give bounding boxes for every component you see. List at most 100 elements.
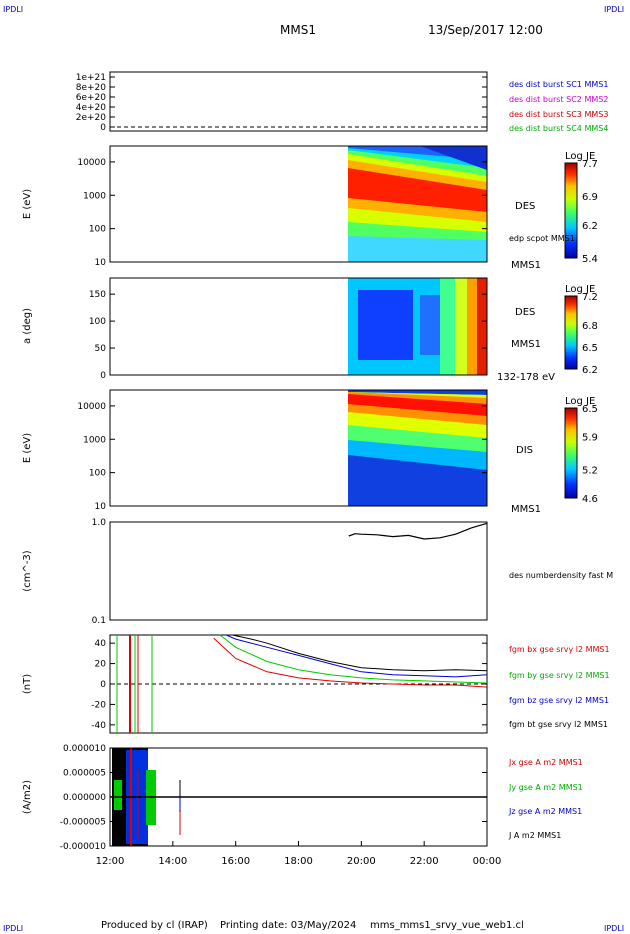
band-red bbox=[348, 394, 487, 416]
panel-current-density: 0.000010 0.000005 0.000000 -0.000005 -0.0000… bbox=[22, 744, 583, 867]
colorbar-tick-label: 5.9 bbox=[582, 432, 598, 443]
colorbar-tick-label: 6.2 bbox=[582, 221, 598, 232]
y-tick-label: 50 bbox=[95, 344, 107, 354]
y-tick-label: -40 bbox=[91, 721, 106, 731]
x-tick-label: 14:00 bbox=[158, 856, 187, 867]
colorbar-tick-label: 6.5 bbox=[582, 343, 598, 354]
colorbar bbox=[564, 407, 578, 499]
footer-script-name: mms_mms1_srvy_vue_web1.cl bbox=[370, 920, 524, 931]
footer-produced-by: Produced by cl (IRAP) bbox=[101, 920, 208, 931]
instrument-label: DES bbox=[515, 307, 535, 318]
colorbar-tick-label: 6.9 bbox=[582, 192, 598, 203]
density-line bbox=[348, 522, 488, 540]
band-blue bbox=[358, 290, 413, 360]
noise-block bbox=[114, 780, 122, 810]
y-tick-label: 0.000010 bbox=[63, 744, 106, 754]
legend-entry: Jz gse A m2 MMS1 bbox=[508, 807, 582, 816]
colorbar-tick-label: 6.5 bbox=[582, 404, 598, 415]
colorbar-tick-label: 6.2 bbox=[582, 365, 598, 376]
plot-datetime: 13/Sep/2017 12:00 bbox=[428, 23, 543, 37]
band-red bbox=[477, 278, 487, 375]
y-axis-label: E (eV) bbox=[22, 189, 33, 219]
panel-des-pitch: 150 100 50 0 a (deg) Log JE 7.2 6.8 6.5 6.2 DE… bbox=[22, 277, 598, 383]
y-tick-label: 0.000005 bbox=[63, 769, 106, 779]
corner-label-bottom-left: IPDLI bbox=[3, 924, 23, 933]
band-red bbox=[348, 168, 487, 212]
legend-entry: Jx gse A m2 MMS1 bbox=[508, 758, 583, 767]
y-tick-label: 100 bbox=[89, 225, 106, 235]
y-tick-label: -0.000010 bbox=[60, 842, 106, 852]
colorbar-tick-label: 4.6 bbox=[582, 494, 598, 505]
colorbar-title: Log JE bbox=[565, 151, 595, 162]
colorbar-tick-label: 6.8 bbox=[582, 321, 598, 332]
instrument-label: DES bbox=[515, 201, 535, 212]
colorbar-tick-label: 7.7 bbox=[582, 159, 598, 170]
band-cyan-low bbox=[348, 236, 487, 262]
bx-line bbox=[213, 637, 488, 688]
y-tick-label: 20 bbox=[95, 660, 107, 670]
potential-label: edp scpot MMS1 bbox=[509, 234, 575, 243]
x-tick-label: 00:00 bbox=[473, 856, 502, 867]
legend-entry: fgm by gse srvy l2 MMS1 bbox=[509, 671, 610, 680]
band-dark-top bbox=[420, 146, 487, 170]
legend-entry: fgm bz gse srvy l2 MMS1 bbox=[509, 696, 609, 705]
colorbar-tick-label: 5.2 bbox=[582, 466, 598, 477]
y-tick-label: 0 bbox=[100, 680, 106, 690]
band-yellow bbox=[455, 278, 467, 375]
colorbar bbox=[564, 295, 578, 370]
spectrogram-bands bbox=[358, 278, 487, 375]
legend-entry: des dist burst SC2 MMS2 bbox=[509, 95, 608, 104]
panel-frame bbox=[109, 145, 488, 263]
y-axis-label: E (eV) bbox=[22, 433, 33, 463]
y-axis-label: (nT) bbox=[22, 674, 33, 694]
panel-frame bbox=[109, 277, 488, 376]
y-tick-label: 2e+20 bbox=[76, 113, 107, 123]
y-tick-label: 150 bbox=[89, 290, 106, 300]
legend-entry: des dist burst SC3 MMS3 bbox=[509, 110, 608, 119]
y-tick-label: 40 bbox=[95, 639, 107, 649]
spacecraft-label: MMS1 bbox=[511, 260, 541, 271]
y-tick-label: 10 bbox=[95, 502, 107, 512]
bz-line bbox=[226, 634, 488, 678]
band-blue bbox=[420, 295, 440, 355]
spacecraft-label: MMS1 bbox=[511, 504, 541, 515]
instrument-label: DIS bbox=[516, 445, 533, 456]
panel-magnetic-field: 40 20 0 -20 -40 (nT) fgm bx gse srvy l2 MMS1… bbox=[22, 634, 610, 734]
footer-printing-date: Printing date: 03/May/2024 bbox=[220, 920, 356, 931]
spectrogram-bands bbox=[348, 146, 487, 262]
y-tick-label: 1.0 bbox=[92, 518, 107, 528]
panel-dis-energy: 10000 1000 100 10 E (eV) Log JE 6.5 5.9 5.2 4.… bbox=[22, 389, 598, 515]
legend-entry: fgm bt gse srvy l2 MMS1 bbox=[509, 720, 608, 729]
x-tick-label: 22:00 bbox=[410, 856, 439, 867]
panel-des-energy: 10000 1000 100 10 E (eV) Log JE 7.7 6.9 6.2 5.… bbox=[22, 145, 598, 271]
band-green bbox=[440, 278, 455, 375]
y-tick-label: 1e+21 bbox=[76, 73, 106, 83]
panel-frame bbox=[109, 389, 488, 507]
y-tick-label: -20 bbox=[91, 700, 106, 710]
panel-density: 1.0 0.1 (cm^-3) des numberdensity fast M bbox=[22, 518, 613, 626]
y-tick-label: 1000 bbox=[83, 191, 106, 201]
corner-label-top-left: IPDLI bbox=[3, 5, 23, 14]
colorbar bbox=[564, 162, 578, 259]
colorbar-tick-label: 7.2 bbox=[582, 292, 598, 303]
y-tick-label: -0.000005 bbox=[60, 818, 106, 828]
y-tick-label: 100 bbox=[89, 469, 106, 479]
legend-entry: Jy gse A m2 MMS1 bbox=[508, 783, 583, 792]
x-tick-label: 16:00 bbox=[221, 856, 250, 867]
x-tick-label: 18:00 bbox=[284, 856, 313, 867]
colorbar-tick-label: 5.4 bbox=[582, 254, 598, 265]
legend-entry: J A m2 MMS1 bbox=[508, 831, 561, 840]
spectrogram-bands bbox=[348, 392, 487, 470]
energy-range-label: 132-178 eV bbox=[497, 372, 555, 383]
by-line bbox=[219, 634, 488, 684]
corner-label-top-right: IPDLI bbox=[604, 5, 624, 14]
series-label: des numberdensity fast M bbox=[509, 571, 613, 580]
y-tick-label: 0.000000 bbox=[63, 793, 106, 803]
y-tick-label: 1000 bbox=[83, 435, 106, 445]
y-tick-label: 0 bbox=[100, 123, 106, 133]
panel-frame bbox=[109, 521, 488, 621]
mission-title: MMS1 bbox=[280, 23, 316, 37]
colorbar-title: Log JE bbox=[565, 284, 595, 295]
